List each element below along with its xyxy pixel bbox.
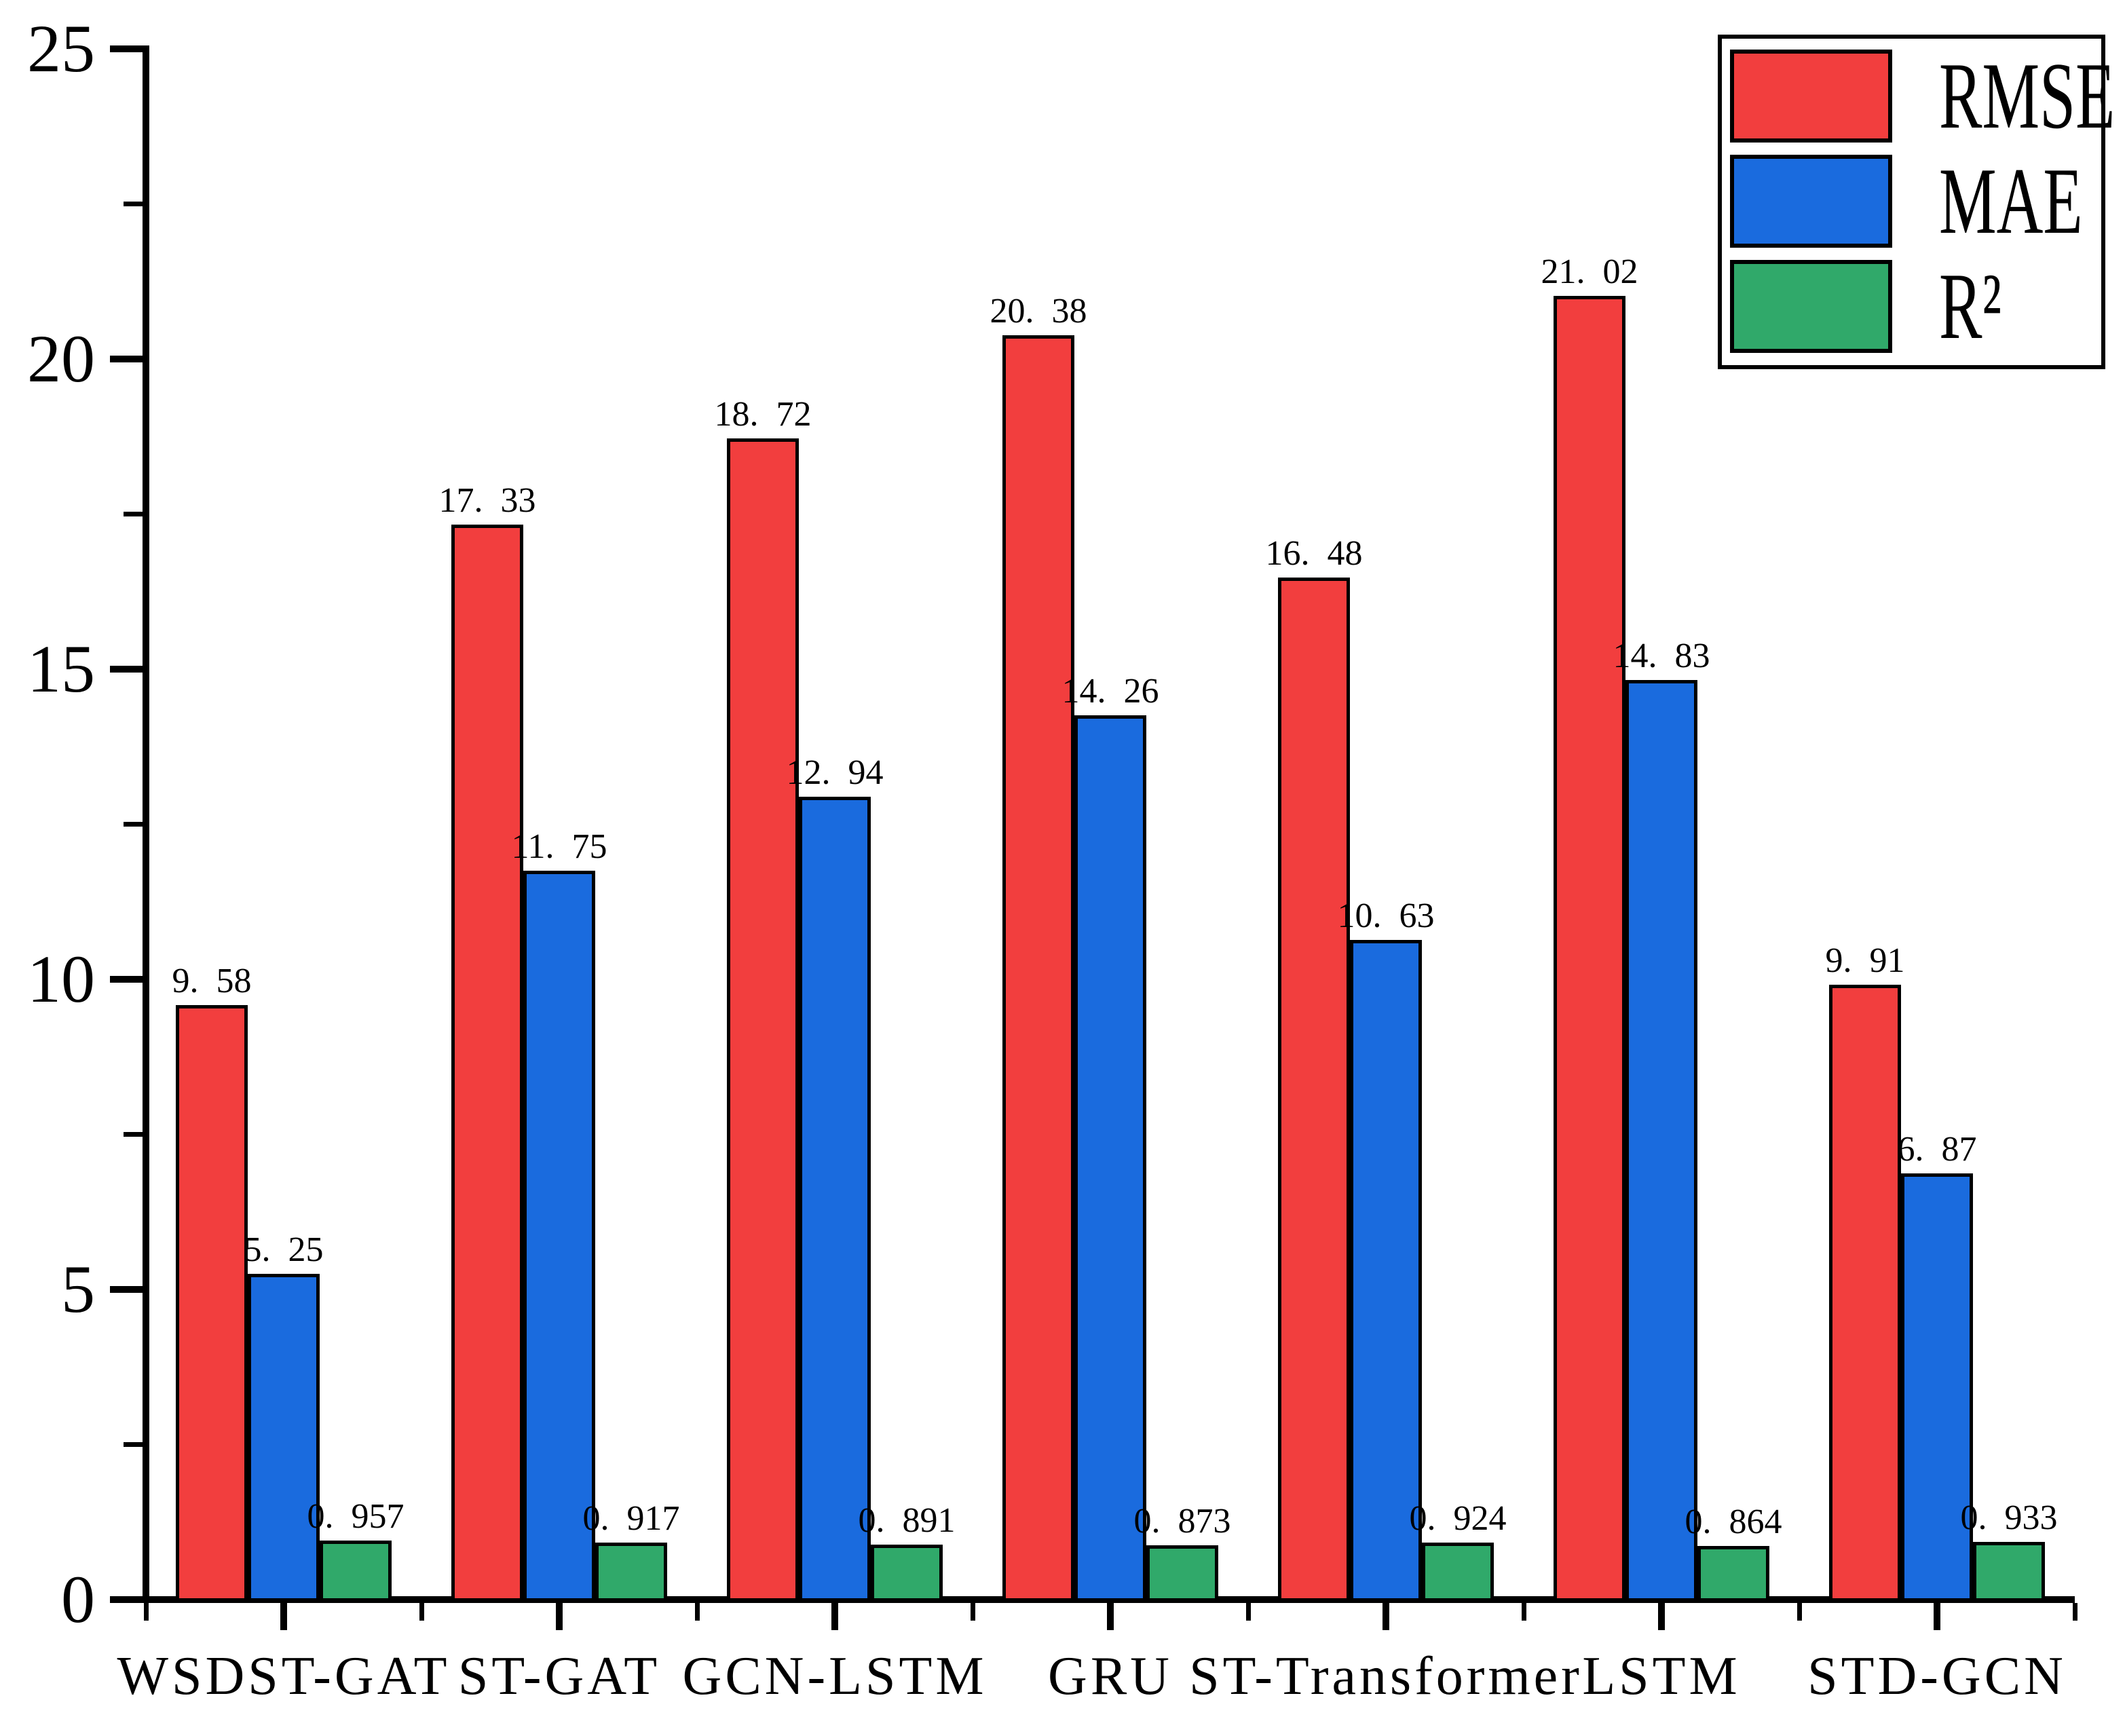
bar-value-label: 0. 864: [1685, 1503, 1782, 1542]
bar-rmse-st-gat: [451, 525, 523, 1602]
bar-value-label: 16. 48: [1265, 533, 1363, 573]
x-major-tick: [556, 1603, 563, 1630]
x-tick-label-lstm: LSTM: [1582, 1646, 1741, 1706]
legend: RMSE MAE R²: [1718, 35, 2115, 369]
legend-label: RMSE: [1939, 43, 2115, 149]
bar-value-label: 9. 91: [1825, 941, 1905, 981]
bar-rmse-gru: [1002, 335, 1074, 1602]
x-minor-tick: [143, 1603, 149, 1621]
x-major-tick: [280, 1603, 287, 1630]
bar-mae-st-gat: [523, 871, 595, 1602]
x-major-tick: [831, 1603, 838, 1630]
bar-value-label: 14. 83: [1613, 636, 1710, 675]
x-tick-label-gru: GRU: [1048, 1646, 1173, 1706]
bar-rmse-gcn-lstm: [727, 438, 799, 1602]
legend-label: R²: [1939, 254, 2002, 359]
x-minor-tick: [970, 1603, 975, 1621]
bar-value-label: 0. 873: [1133, 1502, 1231, 1541]
legend-swatch-rmse: [1730, 50, 1892, 143]
bar-value-label: 9. 58: [172, 962, 252, 1001]
x-minor-tick: [419, 1603, 424, 1621]
bar-r-st-gat: [595, 1543, 667, 1602]
bar-value-label: 11. 75: [511, 827, 607, 867]
bar-value-label: 20. 38: [990, 292, 1087, 331]
bar-mae-lstm: [1625, 679, 1697, 1602]
legend-item-r: R²: [1730, 254, 2096, 359]
bar-value-label: 14. 26: [1061, 671, 1159, 711]
y-tick-label: 5: [61, 1251, 95, 1327]
bar-r-gcn-lstm: [871, 1544, 943, 1602]
x-major-tick: [1107, 1603, 1114, 1630]
y-minor-tick: [124, 202, 143, 206]
bar-value-label: 5. 25: [244, 1230, 324, 1270]
bar-value-label: 12. 94: [786, 753, 884, 793]
legend-label: MAE: [1939, 149, 2083, 254]
y-major-tick: [110, 356, 143, 362]
x-minor-tick: [694, 1603, 700, 1621]
y-major-tick: [110, 666, 143, 673]
y-tick-label: 20: [27, 321, 95, 396]
y-minor-tick: [124, 1132, 143, 1137]
x-major-tick: [1658, 1603, 1665, 1630]
bar-value-label: 0. 933: [1960, 1498, 2058, 1537]
y-tick-label: 10: [27, 941, 95, 1017]
y-major-tick: [110, 1286, 143, 1293]
y-minor-tick: [124, 512, 143, 516]
y-axis-line: [143, 45, 149, 1603]
x-minor-tick: [2072, 1603, 2077, 1621]
x-tick-label-std-gcn: STD-GCN: [1807, 1646, 2067, 1706]
bar-rmse-wsdst-gat: [176, 1005, 248, 1602]
bar-value-label: 6. 87: [1897, 1130, 1977, 1169]
x-tick-label-gcn-lstm: GCN-LSTM: [682, 1646, 988, 1706]
bar-mae-std-gcn: [1901, 1173, 1973, 1602]
bar-r-wsdst-gat: [320, 1540, 392, 1602]
x-minor-tick: [1521, 1603, 1526, 1621]
x-tick-label-wsdst-gat: WSDST-GAT: [117, 1646, 451, 1706]
y-minor-tick: [124, 1442, 143, 1447]
y-tick-label: 15: [27, 631, 95, 706]
bar-value-label: 0. 891: [858, 1501, 956, 1540]
legend-swatch-r: [1730, 260, 1892, 353]
bar-r-st-transformer: [1422, 1542, 1494, 1602]
y-tick-label: 25: [27, 11, 95, 86]
bar-r-gru: [1146, 1545, 1218, 1602]
y-major-tick: [110, 1596, 143, 1603]
y-major-tick: [110, 45, 143, 52]
bar-value-label: 18. 72: [714, 394, 812, 434]
bar-mae-st-transformer: [1350, 940, 1422, 1602]
bar-r-lstm: [1697, 1546, 1769, 1602]
legend-item-mae: MAE: [1730, 149, 2096, 254]
bar-r-std-gcn: [1973, 1541, 2045, 1602]
y-minor-tick: [124, 822, 143, 827]
bar-mae-gru: [1074, 715, 1146, 1602]
x-major-tick: [1383, 1603, 1389, 1630]
bar-value-label: 0. 917: [582, 1499, 680, 1539]
x-tick-label-st-gat: ST-GAT: [457, 1646, 661, 1706]
legend-swatch-mae: [1730, 155, 1892, 248]
x-minor-tick: [1245, 1603, 1251, 1621]
x-major-tick: [1934, 1603, 1940, 1630]
y-major-tick: [110, 976, 143, 983]
bar-value-label: 0. 957: [307, 1496, 405, 1536]
bar-mae-gcn-lstm: [799, 797, 871, 1602]
bar-rmse-lstm: [1554, 295, 1625, 1602]
bar-value-label: 0. 924: [1409, 1498, 1507, 1538]
x-minor-tick: [1797, 1603, 1802, 1621]
x-tick-label-st-transformer: ST-Transformer: [1189, 1646, 1583, 1706]
legend-item-rmse: RMSE: [1730, 49, 2115, 144]
bar-rmse-st-transformer: [1278, 577, 1350, 1602]
bar-value-label: 17. 33: [438, 481, 536, 521]
bar-mae-wsdst-gat: [248, 1274, 320, 1602]
y-tick-label: 0: [61, 1562, 95, 1637]
bar-rmse-std-gcn: [1829, 985, 1901, 1602]
bar-value-label: 10. 63: [1337, 897, 1435, 936]
bar-value-label: 21. 02: [1541, 252, 1638, 291]
